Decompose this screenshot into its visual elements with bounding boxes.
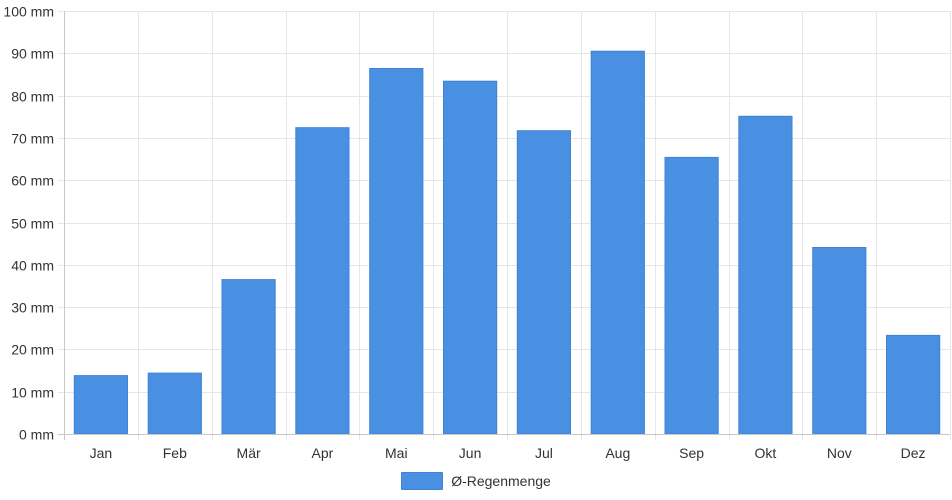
axes [58, 11, 950, 440]
x-tick-label: Jan [90, 445, 113, 461]
bar-mär[interactable] [221, 279, 276, 435]
x-tick-label: Dez [901, 445, 926, 461]
y-tick-label: 80 mm [11, 89, 54, 105]
bar-okt[interactable] [738, 115, 793, 435]
y-tick-label: 30 mm [11, 300, 54, 316]
legend-label: Ø-Regenmenge [451, 473, 551, 489]
bar-jan[interactable] [73, 375, 129, 435]
y-tick-label: 40 mm [11, 258, 54, 274]
legend-swatch [401, 472, 444, 490]
x-axis-labels: Jan Feb Mär Apr Mai Jun Jul Aug Sep Okt Nov Dez [90, 445, 926, 461]
bar-jul[interactable] [516, 130, 571, 435]
bar-apr[interactable] [295, 127, 350, 435]
y-tick-label: 50 mm [11, 216, 54, 232]
y-tick-label: 60 mm [11, 173, 54, 189]
y-tick-label: 100 mm [3, 4, 54, 20]
x-tick-label: Nov [827, 445, 852, 461]
x-tick-label: Sep [679, 445, 704, 461]
x-tick-label: Jun [459, 445, 482, 461]
x-tick-label: Feb [163, 445, 187, 461]
x-tick-label: Okt [755, 445, 777, 461]
y-tick-label: 10 mm [11, 385, 54, 401]
bar-mai[interactable] [369, 68, 424, 435]
x-tick-label: Aug [605, 445, 630, 461]
x-tick-label: Apr [312, 445, 334, 461]
x-tick-label: Mär [237, 445, 261, 461]
bar-sep[interactable] [664, 156, 719, 435]
legend[interactable]: Ø-Regenmenge [0, 472, 952, 490]
x-tick-label: Mai [385, 445, 408, 461]
y-tick-label: 90 mm [11, 46, 54, 62]
y-tick-label: 20 mm [11, 342, 54, 358]
bar-aug[interactable] [590, 50, 645, 435]
bar-nov[interactable] [812, 247, 867, 435]
bars [73, 50, 941, 435]
y-axis-labels: 0 mm 10 mm 20 mm 30 mm 40 mm 50 mm 60 mm 70 mm 8… [3, 4, 54, 443]
bar-feb[interactable] [147, 372, 202, 435]
bar-dez[interactable] [886, 334, 941, 435]
bar-jun[interactable] [443, 80, 498, 435]
x-tick-label: Jul [535, 445, 553, 461]
y-tick-label: 0 mm [19, 427, 54, 443]
y-tick-label: 70 mm [11, 131, 54, 147]
